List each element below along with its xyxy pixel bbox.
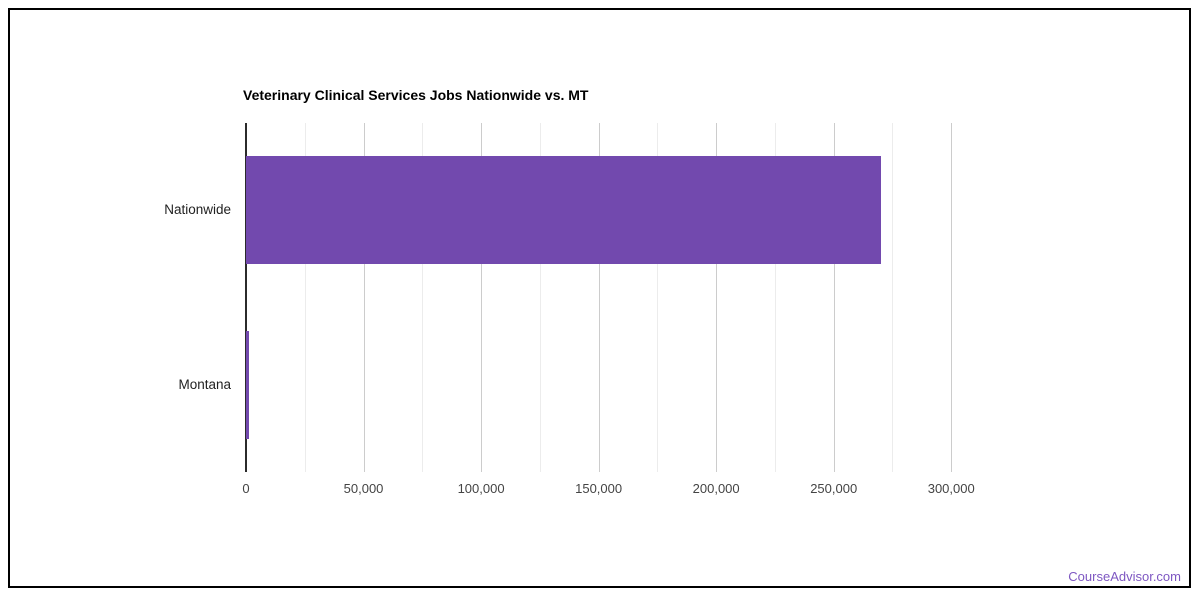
minor-gridline bbox=[657, 123, 659, 472]
major-gridline bbox=[363, 123, 365, 472]
major-gridline bbox=[598, 123, 600, 472]
minor-gridline bbox=[774, 123, 776, 472]
minor-gridline bbox=[422, 123, 424, 472]
y-axis-baseline bbox=[245, 123, 247, 472]
major-gridline bbox=[951, 123, 953, 472]
category-label-montana: Montana bbox=[178, 376, 231, 392]
bar-montana[interactable] bbox=[246, 330, 250, 439]
major-gridline bbox=[481, 123, 483, 472]
x-axis-tick-label: 50,000 bbox=[343, 481, 384, 496]
minor-gridline bbox=[892, 123, 894, 472]
category-label-nationwide: Nationwide bbox=[164, 202, 231, 218]
major-gridline bbox=[833, 123, 835, 472]
x-axis-tick-label: 0 bbox=[242, 481, 250, 496]
x-axis-tick-label: 250,000 bbox=[810, 481, 858, 496]
x-axis-tick-label: 300,000 bbox=[927, 481, 975, 496]
x-axis-tick-label: 150,000 bbox=[575, 481, 623, 496]
chart-title: Veterinary Clinical Services Jobs Nation… bbox=[243, 87, 589, 103]
minor-gridline bbox=[304, 123, 306, 472]
x-axis-tick-label: 200,000 bbox=[692, 481, 740, 496]
plot-area bbox=[245, 123, 1010, 472]
bar-nationwide[interactable] bbox=[246, 156, 881, 265]
x-axis-tick-label: 100,000 bbox=[457, 481, 505, 496]
minor-gridline bbox=[539, 123, 541, 472]
watermark-link[interactable]: CourseAdvisor.com bbox=[1068, 569, 1181, 584]
major-gridline bbox=[716, 123, 718, 472]
